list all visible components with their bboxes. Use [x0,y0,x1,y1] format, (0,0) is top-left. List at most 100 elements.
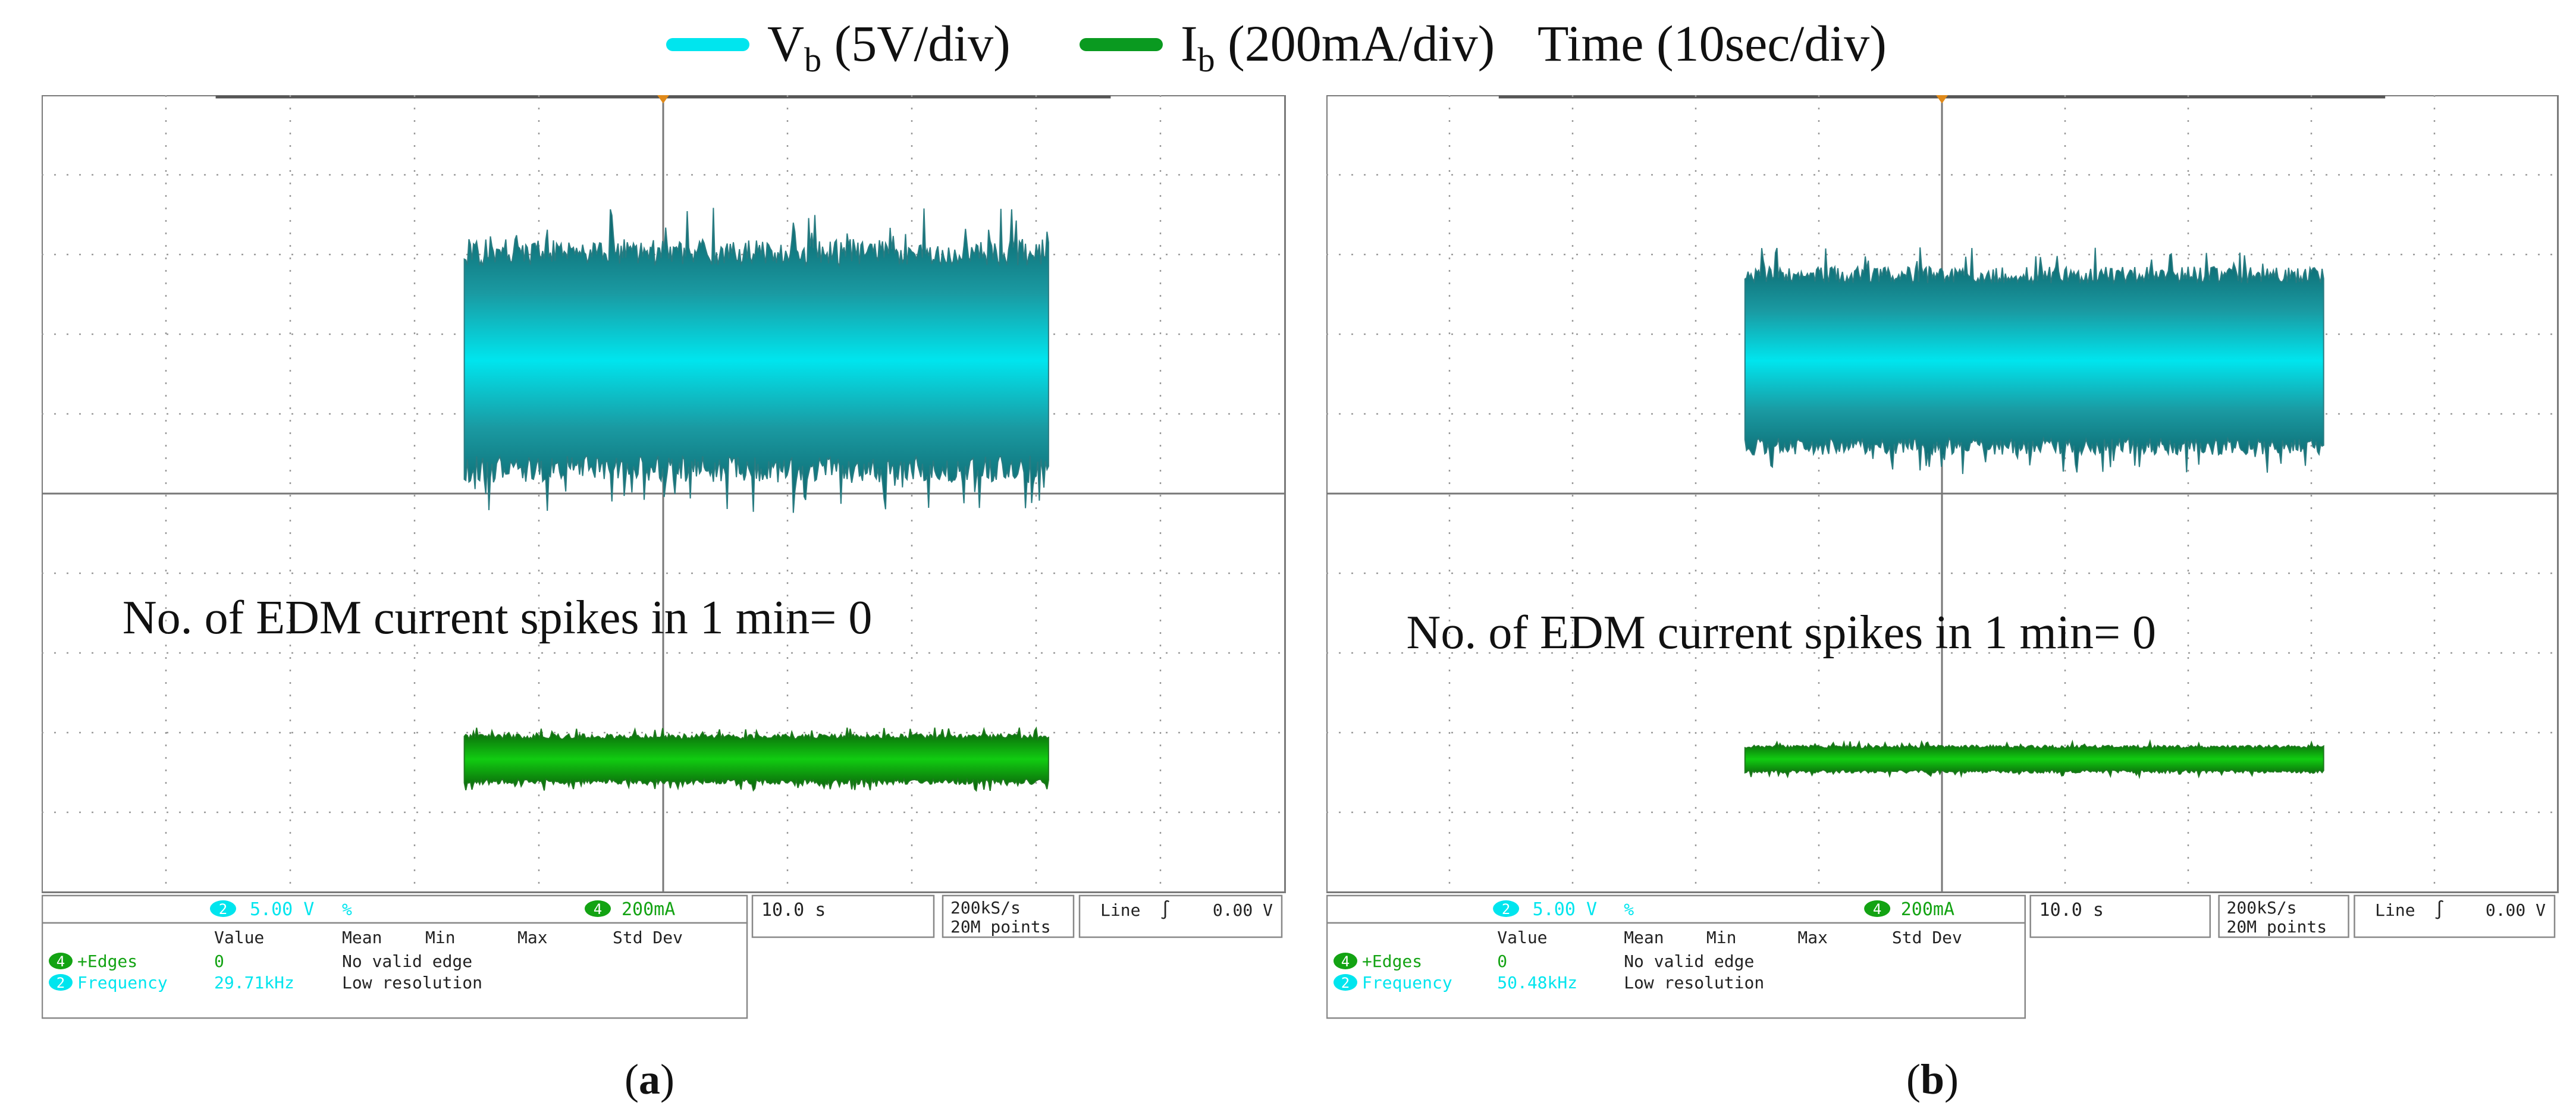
trigger-slope-icon: ∫ [2434,900,2445,921]
measurement-badge-label: 4 [57,953,65,970]
legend-vb-swatch [666,38,749,51]
scope-panel-a: 2 4 No. of EDM current spikes in 1 min= 0 2… [42,95,1297,1023]
caption-a-open: ( [625,1056,639,1103]
ch2-badge [210,900,236,917]
ch2-symbol: % [342,900,352,919]
trigger-position-marker [657,95,669,103]
timebase-value: 10.0 s [2040,900,2104,921]
legend-vb-label: V [767,15,805,72]
record-length: 20M points [950,917,1051,937]
caption-a-close: ) [660,1056,674,1103]
scope-chart-b: 2 4 No. of EDM current spikes in 1 min= 0 2… [1326,95,2559,1019]
vertical-scale-box: 2 5.00 V% 4 200mA [42,894,748,924]
measurement-header: Max [517,928,548,947]
trigger-level: 0.00 V [1213,900,1273,920]
trigger-box: Line ∫ 0.00 V [2354,894,2556,938]
measurement-header: Mean [342,928,382,947]
sample-rate: 200kS/s [950,898,1021,918]
legend: Vb (5V/div) Ib (200mA/div) Time (10sec/d… [0,0,2576,89]
scope-panel-b: 2 4 No. of EDM current spikes in 1 min= 0 2… [1326,95,2569,1023]
measurement-name: +Edges [77,951,137,971]
ch2-badge [1493,900,1520,917]
measurement-value: 0 [214,951,224,971]
caption-a-letter: a [638,1056,660,1103]
measurement-name: Frequency [77,973,168,992]
measurement-badge-label: 2 [57,975,65,991]
measurement-value: 29.71kHz [214,973,294,992]
measurement-name: +Edges [1362,951,1422,971]
trigger-type: Line [1100,900,1140,920]
measurement-badge [49,974,73,991]
ch2-badge-label: 2 [1502,901,1510,918]
measurement-status: No valid edge [1624,951,1754,971]
measurement-header: Std Dev [613,928,683,947]
measurement-value: 0 [1497,951,1507,971]
caption-b-open: ( [1906,1056,1921,1103]
trigger-position-marker [1936,95,1948,103]
ch4-badge-label: 4 [1873,901,1881,918]
spike-count-annotation: No. of EDM current spikes in 1 min= 0 [1407,607,2157,659]
measurement-header: Value [214,928,264,947]
ch4-badge-label: 4 [594,901,602,918]
trigger-level: 0.00 V [2486,900,2546,920]
caption-a: (a) [625,1053,674,1106]
legend-vb-sub: b [804,40,822,80]
caption-b: (b) [1906,1053,1959,1106]
ch2-scale: 5.00 V [250,899,314,920]
measurement-row: 4 +Edges 0 No valid edge [49,951,472,971]
legend-ib-unit: (200mA/div) [1215,15,1495,72]
measurement-badge-label: 4 [1341,953,1350,970]
legend-ib-swatch [1080,38,1163,51]
ch2-scale: 5.00 V [1533,899,1597,920]
ch4-scale: 200mA [622,899,675,920]
measurement-status: No valid edge [342,951,472,971]
measurement-row: 2 Frequency 29.71kHz Low resolution [49,973,482,992]
sample-rate: 200kS/s [2227,898,2297,918]
waveform-vb [463,208,1049,513]
measurement-header: Min [1706,928,1737,947]
legend-ib-label: I [1181,15,1198,72]
measurement-badge [1334,953,1357,969]
measurement-badge-label: 2 [1341,975,1350,991]
legend-ib-sub: b [1197,40,1215,80]
measurement-badge [1334,974,1357,991]
waveform-vb [1744,247,2324,475]
measurement-table: Value Mean Min Max Std Dev 4 +Edges 0 No valid e… [42,922,748,1019]
legend-ib: Ib (200mA/div) [1181,11,1495,93]
trigger-type: Line [2375,900,2415,920]
ch4-badge [585,900,611,917]
measurement-header: Std Dev [1892,928,1962,947]
measurement-header: Min [425,928,456,947]
measurement-row: 2 Frequency 50.48kHz Low resolution [1334,973,1764,992]
measurement-header: Value [1497,928,1547,947]
waveform-ib [463,726,1049,792]
measurement-row: 4 +Edges 0 No valid edge [1334,951,1754,971]
ch4-badge [1864,900,1891,917]
legend-vb: Vb (5V/div) [767,11,1011,93]
spike-count-annotation: No. of EDM current spikes in 1 min= 0 [123,592,873,644]
measurement-status: Low resolution [342,973,482,992]
measurement-name: Frequency [1362,973,1452,992]
measurement-table: Value Mean Min Max Std Dev 4 +Edges 0 No valid e… [1326,922,2026,1019]
record-length: 20M points [2227,917,2327,937]
measurement-header: Mean [1624,928,1664,947]
trigger-box: Line ∫ 0.00 V [1078,894,1283,938]
caption-b-letter: b [1920,1056,1945,1103]
measurement-header: Max [1797,928,1828,947]
timebase-value: 10.0 s [761,900,826,921]
legend-vb-unit: (5V/div) [821,15,1011,72]
timebase-box: 10.0 s [2029,894,2211,938]
measurement-value: 50.48kHz [1497,973,1577,992]
timebase-box: 10.0 s [751,894,935,938]
ch4-scale: 200mA [1901,899,1954,920]
measurement-badge [49,953,73,969]
legend-time: Time (10sec/div) [1538,15,1887,72]
caption-b-close: ) [1944,1056,1959,1103]
scope-chart-a: 2 4 No. of EDM current spikes in 1 min= 0 2… [42,95,1286,1019]
waveform-ib [1744,739,2324,780]
vertical-scale-box: 2 5.00 V% 4 200mA [1326,894,2026,924]
ch2-badge-label: 2 [219,901,227,918]
ch2-symbol: % [1624,900,1634,919]
